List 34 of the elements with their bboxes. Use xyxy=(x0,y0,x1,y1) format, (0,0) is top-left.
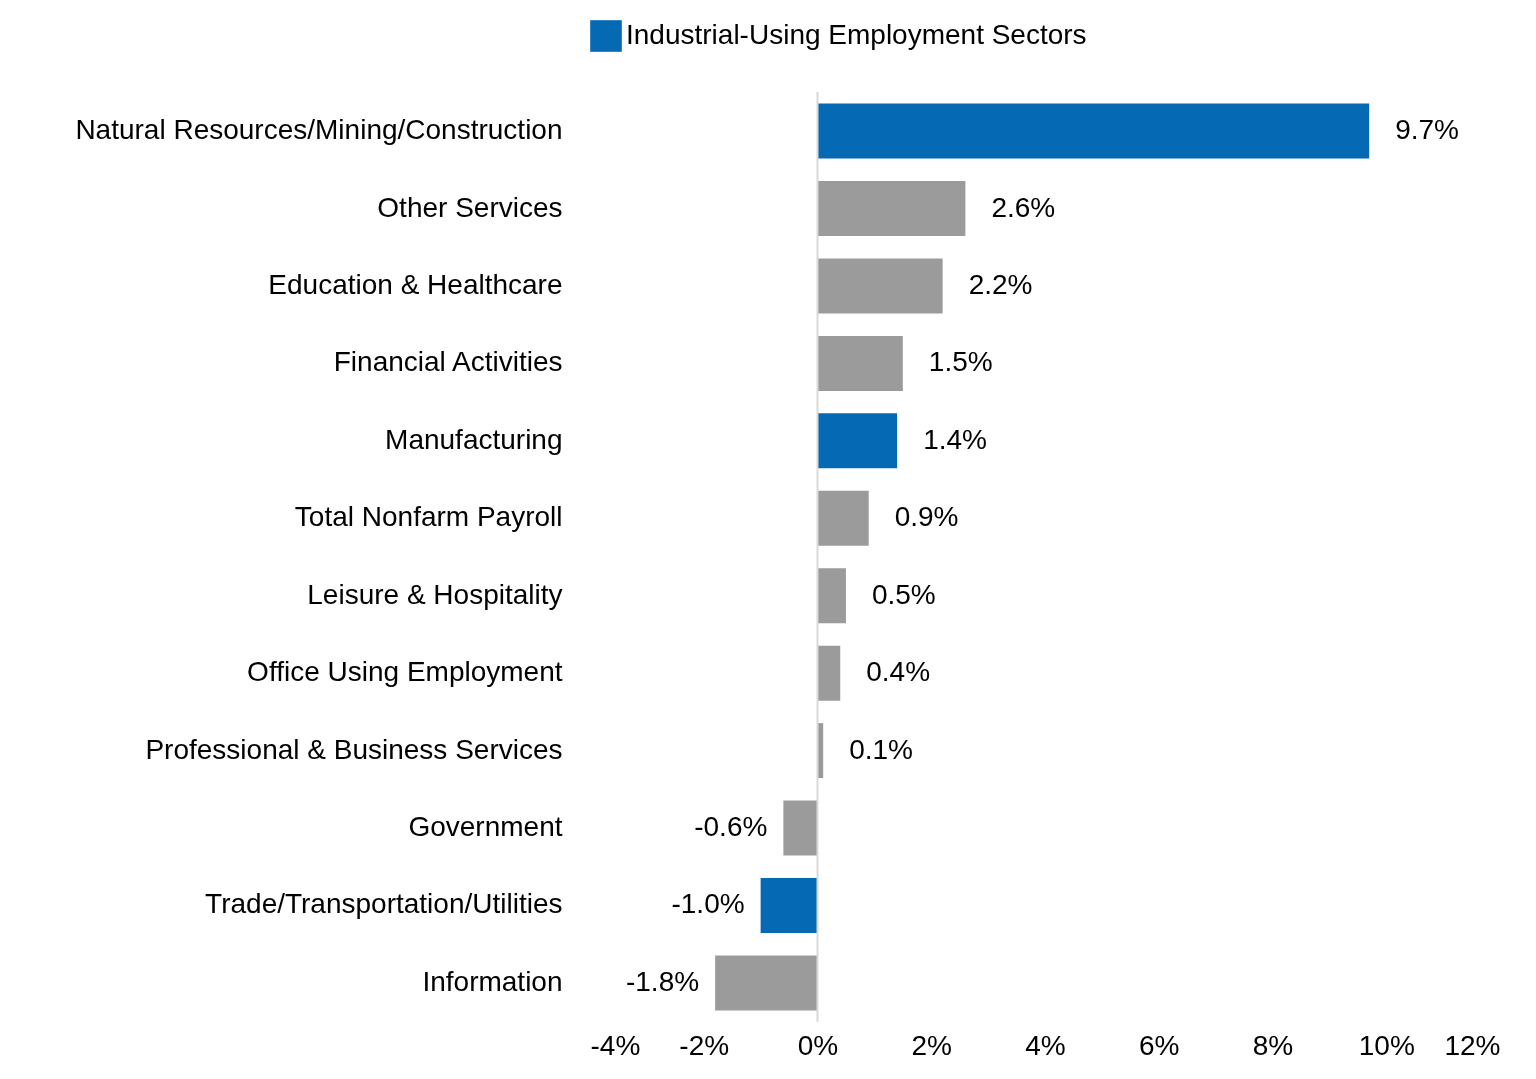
data-label: 1.4% xyxy=(923,423,987,455)
y-tick-label: Manufacturing xyxy=(385,423,563,455)
data-label: 0.5% xyxy=(871,578,936,610)
y-tick-label: Leisure & Hospitality xyxy=(307,578,563,610)
x-tick-label: 4% xyxy=(1025,1029,1066,1061)
x-tick-label: 0% xyxy=(797,1029,839,1061)
data-label: 1.5% xyxy=(928,346,993,378)
y-tick-label: Other Services xyxy=(377,191,563,223)
data-label: 9.7% xyxy=(1395,114,1460,146)
data-label: -1.8% xyxy=(625,965,700,997)
data-label: 0.1% xyxy=(849,733,914,765)
x-tick-label: 10% xyxy=(1358,1029,1415,1061)
data-label: 2.6% xyxy=(991,191,1056,223)
x-tick-label: -2% xyxy=(679,1029,730,1061)
y-tick-label: Information xyxy=(422,965,563,997)
y-tick-label: Education & Healthcare xyxy=(268,268,563,300)
y-tick-label: Office Using Employment xyxy=(247,656,563,688)
x-tick-label: 8% xyxy=(1252,1029,1294,1061)
y-tick-label: Natural Resources/Mining/Construction xyxy=(75,114,563,146)
y-tick-label: Trade/Transportation/Utilities xyxy=(205,888,563,920)
y-tick-label: Professional & Business Services xyxy=(145,733,563,765)
data-label: 0.4% xyxy=(866,656,931,688)
x-tick-label: 12% xyxy=(1444,1029,1501,1061)
y-tick-label: Total Nonfarm Payroll xyxy=(294,501,563,533)
x-tick-label: 2% xyxy=(911,1029,952,1061)
legend-label: Industrial-Using Employment Sectors xyxy=(626,19,1087,50)
data-label: 0.9% xyxy=(894,501,959,533)
data-label: -1.0% xyxy=(671,888,745,920)
x-tick-label: -4% xyxy=(590,1029,641,1061)
y-tick-label: Government xyxy=(408,811,563,843)
data-label: 2.2% xyxy=(968,268,1033,300)
data-label: -0.6% xyxy=(694,811,768,843)
y-tick-label: Financial Activities xyxy=(333,346,563,378)
x-tick-label: 6% xyxy=(1139,1029,1180,1061)
